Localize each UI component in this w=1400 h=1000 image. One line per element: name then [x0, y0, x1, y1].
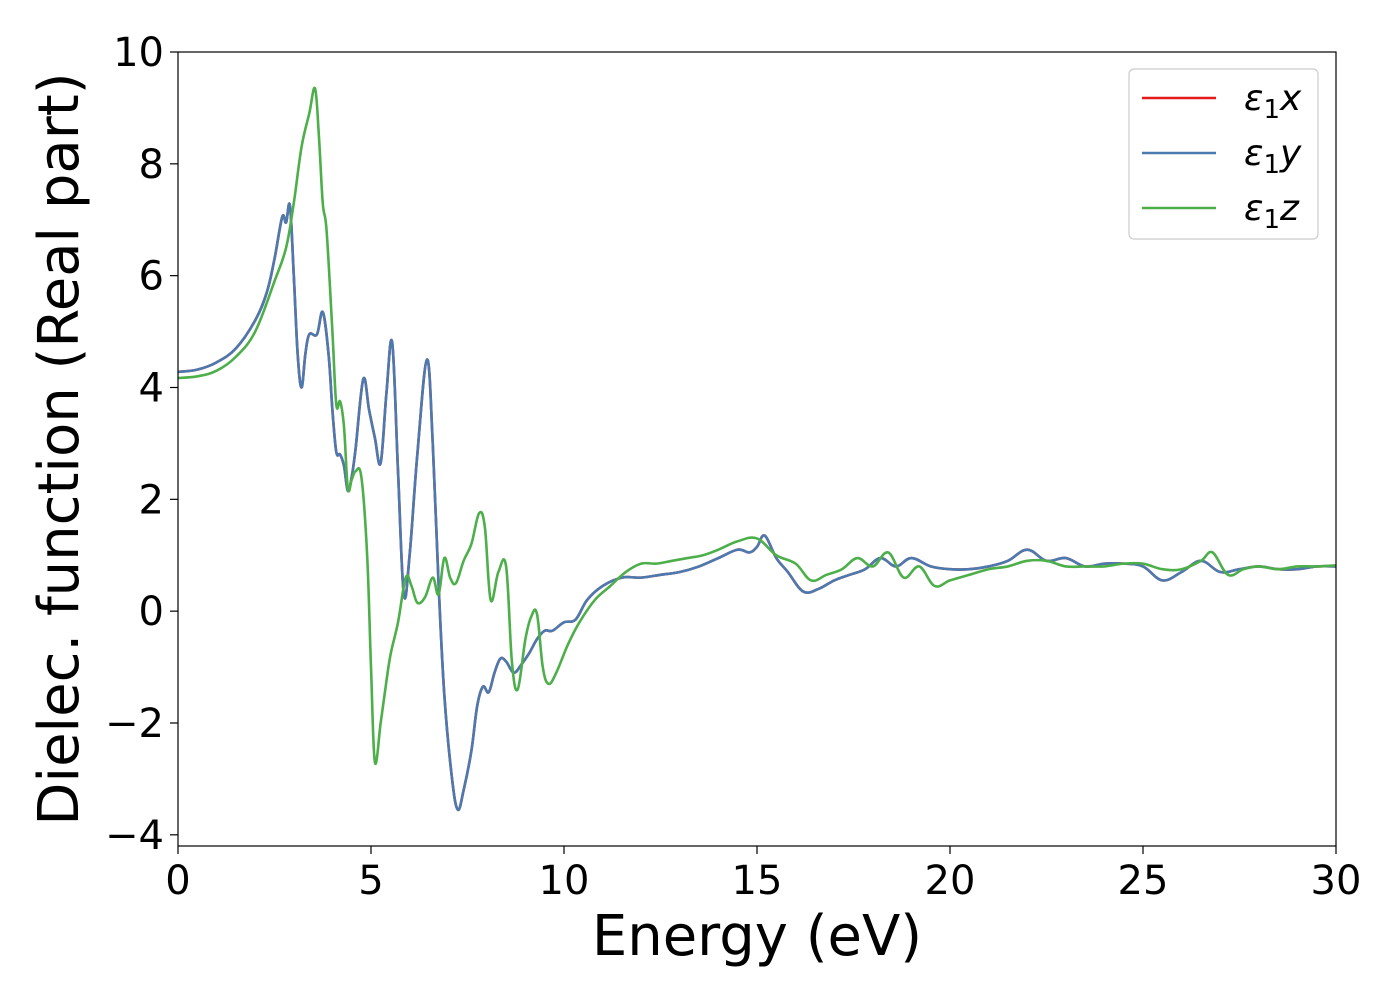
y-tick-label: 10	[113, 30, 164, 76]
y-axis-ticks: −4 −2 0 2 4 6 8 10	[105, 30, 178, 859]
legend-entries: ε1x ε1y ε1z	[1142, 78, 1302, 235]
y-tick-label: 6	[139, 254, 164, 300]
y-axis-label: Dielec. function (Real part)	[27, 72, 92, 825]
x-tick-label: 25	[1118, 858, 1169, 904]
legend-label-3: ε1z	[1244, 188, 1300, 235]
x-axis-ticks: 0 5 10 15 20 25 30	[165, 846, 1361, 904]
x-tick-label: 30	[1311, 858, 1362, 904]
y-tick-label: 8	[139, 142, 164, 188]
series-line-3	[177, 86, 1337, 766]
x-tick-label: 20	[925, 858, 976, 904]
x-axis-label: Energy (eV)	[592, 904, 922, 969]
x-tick-label: 15	[732, 858, 783, 904]
series-line-2	[177, 202, 1337, 812]
y-tick-label: −2	[105, 701, 164, 747]
legend-label-2: ε1y	[1244, 133, 1302, 180]
series-layer	[177, 86, 1337, 812]
y-tick-label: 0	[139, 589, 164, 635]
x-tick-label: 0	[165, 858, 190, 904]
legend: ε1x ε1y ε1z	[1128, 68, 1319, 240]
x-tick-label: 5	[358, 858, 383, 904]
legend-box	[1128, 68, 1319, 240]
y-tick-label: 2	[139, 477, 164, 523]
x-tick-label: 10	[539, 858, 590, 904]
y-tick-label: 4	[139, 365, 164, 411]
legend-label-1: ε1x	[1244, 78, 1302, 125]
y-tick-label: −4	[105, 813, 164, 859]
